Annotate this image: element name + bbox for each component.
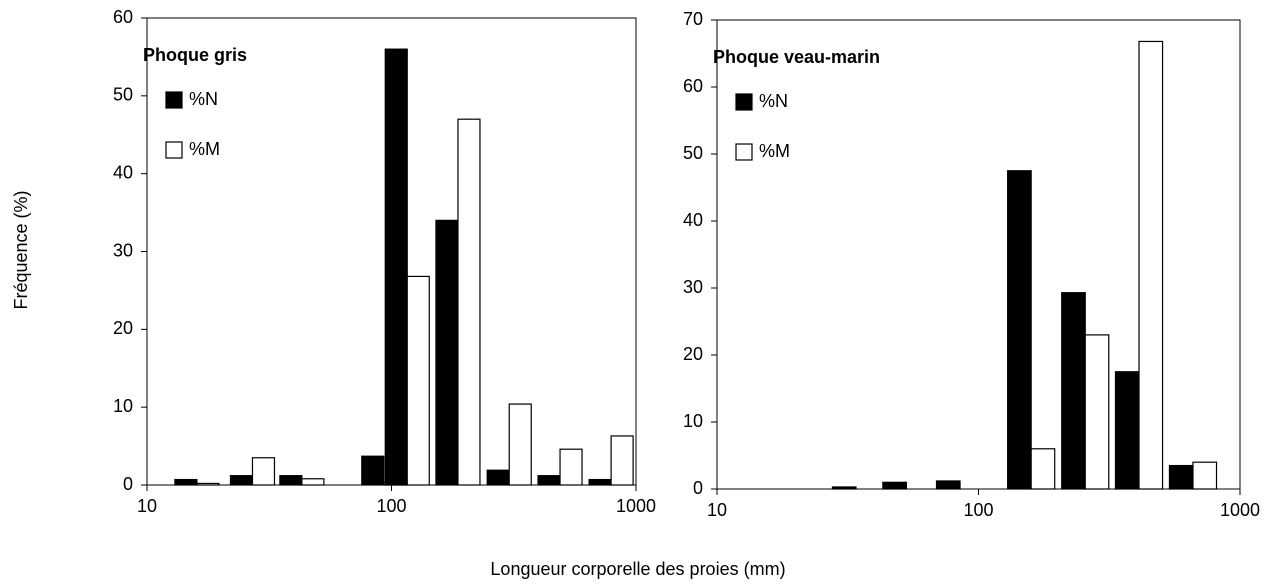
bar	[406, 275, 430, 486]
y-tick-label: 0	[693, 478, 703, 498]
bar	[588, 478, 612, 486]
y-tick-label: 40	[113, 162, 133, 182]
bar	[1007, 170, 1032, 490]
bar	[1061, 292, 1086, 490]
bar	[1084, 334, 1110, 490]
bar	[279, 475, 303, 486]
bar	[1114, 371, 1140, 490]
y-tick-label: 20	[683, 344, 703, 364]
panel-title: Phoque gris	[143, 45, 247, 65]
y-tick-label: 30	[113, 240, 133, 260]
legend-swatch	[735, 93, 753, 111]
bar	[384, 48, 408, 486]
y-tick-label: 30	[683, 277, 703, 297]
bar	[174, 478, 198, 486]
legend-label: %N	[189, 89, 218, 109]
legend-label: %M	[189, 139, 220, 159]
y-tick-label: 70	[683, 9, 703, 29]
x-tick-label: 100	[376, 496, 406, 516]
y-tick-label: 60	[113, 7, 133, 27]
legend-swatch	[165, 91, 183, 109]
bar	[537, 475, 561, 486]
y-tick-label: 10	[683, 411, 703, 431]
panel-title: Phoque veau-marin	[713, 47, 880, 67]
bar	[1192, 461, 1218, 490]
x-tick-label: 1000	[1220, 500, 1260, 520]
legend-swatch	[165, 141, 183, 159]
x-axis-label: Longueur corporelle des proies (mm)	[490, 559, 785, 579]
bar	[301, 478, 325, 486]
y-tick-label: 0	[123, 474, 133, 494]
bar	[610, 435, 634, 486]
bar	[1030, 448, 1056, 490]
bar	[1138, 40, 1164, 490]
y-tick-label: 10	[113, 396, 133, 416]
x-tick-label: 100	[963, 500, 993, 520]
y-tick-label: 50	[113, 85, 133, 105]
legend-label: %N	[759, 91, 788, 111]
legend-label: %M	[759, 141, 790, 161]
bar	[486, 469, 510, 486]
y-tick-label: 20	[113, 318, 133, 338]
bar	[935, 480, 961, 490]
y-tick-label: 50	[683, 143, 703, 163]
bar	[882, 481, 907, 490]
bar	[559, 448, 583, 486]
x-tick-label: 10	[137, 496, 157, 516]
x-tick-label: 1000	[616, 496, 656, 516]
bar	[1168, 464, 1194, 490]
y-tick-label: 40	[683, 210, 703, 230]
bar	[251, 457, 276, 486]
bar	[508, 403, 532, 486]
x-tick-label: 10	[707, 500, 727, 520]
bar	[361, 455, 385, 486]
y-axis-label: Fréquence (%)	[11, 190, 31, 309]
bar	[435, 219, 459, 486]
bar	[229, 475, 254, 486]
legend-swatch	[735, 143, 753, 161]
y-tick-label: 60	[683, 76, 703, 96]
bar	[457, 118, 481, 486]
